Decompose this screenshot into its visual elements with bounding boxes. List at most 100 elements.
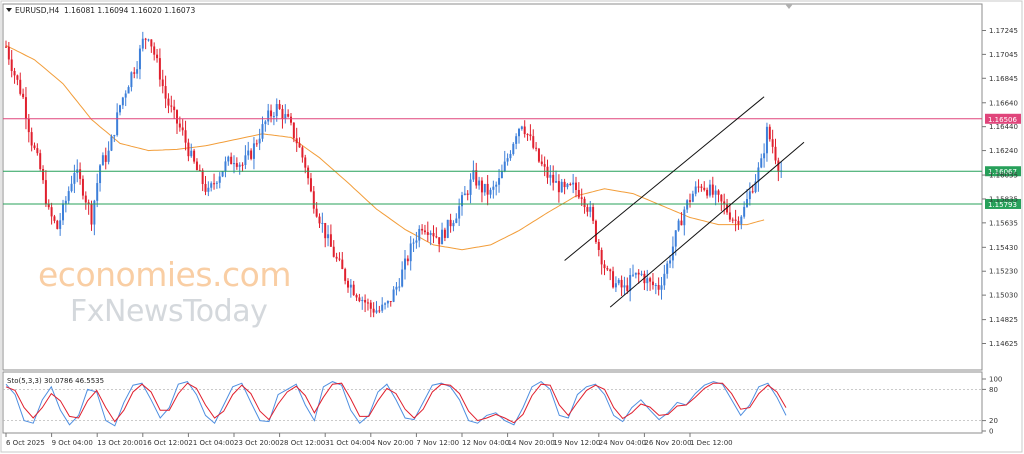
candle: [195, 158, 198, 171]
candle-body: [22, 93, 25, 98]
candle-body: [221, 171, 224, 177]
candle: [557, 174, 560, 203]
candle: [304, 154, 307, 174]
stochastic-tick-label: 100: [989, 376, 1002, 384]
candle: [79, 162, 82, 185]
candle-body: [774, 146, 777, 161]
candle-body: [726, 204, 729, 213]
candle: [264, 120, 267, 132]
time-tick-label: 12 Nov 04:00: [462, 439, 509, 447]
candle-body: [7, 46, 10, 60]
candle-body: [327, 234, 330, 239]
candle-body: [472, 170, 475, 180]
candle: [324, 222, 327, 248]
candle: [70, 175, 73, 193]
candle: [577, 182, 580, 200]
stochastic-panel[interactable]: [2, 371, 983, 434]
candle-body: [307, 167, 310, 179]
candle: [700, 183, 703, 192]
candle-body: [703, 187, 706, 190]
candle-body: [158, 58, 161, 80]
candle-body: [423, 230, 426, 233]
candle-body: [626, 285, 629, 291]
candle: [575, 176, 577, 198]
price-tick-label: 1.15835: [989, 195, 1018, 203]
candle-body: [352, 284, 355, 296]
candle-body: [101, 155, 104, 166]
chart-shift-marker-icon[interactable]: [785, 4, 793, 9]
candle: [361, 296, 364, 310]
candle-body: [170, 105, 173, 107]
candle: [632, 264, 634, 278]
candle: [138, 44, 141, 80]
candle-body: [213, 183, 216, 185]
candle: [187, 138, 190, 162]
candle-body: [252, 143, 255, 159]
candle-body: [577, 189, 580, 198]
candle-body: [495, 184, 498, 187]
candle: [406, 255, 409, 266]
candle-body: [127, 87, 130, 94]
price-tick-label: 1.16440: [989, 123, 1018, 131]
candle-body: [64, 200, 67, 204]
candle: [463, 186, 466, 196]
candle: [10, 50, 13, 78]
candle-body: [187, 142, 190, 157]
candle: [592, 203, 595, 225]
candle-body: [261, 124, 264, 139]
candle: [104, 147, 107, 170]
candle: [221, 171, 224, 178]
time-tick-label: 19 Nov 12:00: [553, 439, 600, 447]
candle: [127, 85, 130, 94]
candle: [101, 152, 104, 166]
candle: [284, 104, 287, 124]
channel-upper-line[interactable]: [564, 96, 765, 261]
candle-body: [164, 86, 167, 99]
candle: [572, 173, 575, 194]
candle-body: [566, 183, 569, 188]
channel-lower-line[interactable]: [609, 141, 805, 308]
candle: [449, 213, 452, 233]
candle: [24, 87, 27, 130]
candle-body: [552, 174, 555, 183]
candle: [156, 48, 159, 63]
candle-body: [133, 72, 136, 74]
candle-body: [312, 191, 315, 209]
candle-body: [452, 222, 455, 227]
candle: [532, 129, 535, 150]
candle-body: [686, 200, 689, 210]
candle-body: [73, 172, 76, 184]
candle-body: [44, 180, 47, 205]
candle: [646, 269, 649, 292]
candle-body: [107, 150, 110, 162]
symbol-timeframe: EURUSD,H4: [15, 6, 59, 15]
candle: [663, 264, 666, 290]
candle: [366, 298, 369, 311]
candle: [341, 252, 344, 270]
candle-body: [332, 246, 335, 257]
candle: [301, 145, 304, 163]
candle-body: [478, 180, 481, 186]
candle-body: [580, 197, 583, 199]
candle-body: [432, 233, 435, 237]
candle: [731, 217, 734, 224]
candle: [193, 148, 196, 164]
candle-body: [663, 273, 666, 286]
stochastic-tick-label: 80: [989, 386, 998, 394]
candle: [176, 109, 178, 134]
level-price-tag: [985, 166, 1021, 177]
candle: [677, 218, 680, 232]
candle: [295, 127, 298, 152]
dropdown-triangle-icon[interactable]: [6, 8, 12, 12]
candle: [609, 268, 612, 281]
candle-body: [632, 274, 634, 276]
candle: [184, 120, 187, 151]
candle: [378, 305, 381, 314]
candle: [580, 188, 583, 207]
candle-body: [575, 182, 577, 190]
candle: [121, 96, 124, 110]
candle: [281, 104, 284, 129]
price-tick-label: 1.14825: [989, 316, 1018, 324]
candle: [84, 191, 87, 210]
candle: [210, 181, 213, 192]
